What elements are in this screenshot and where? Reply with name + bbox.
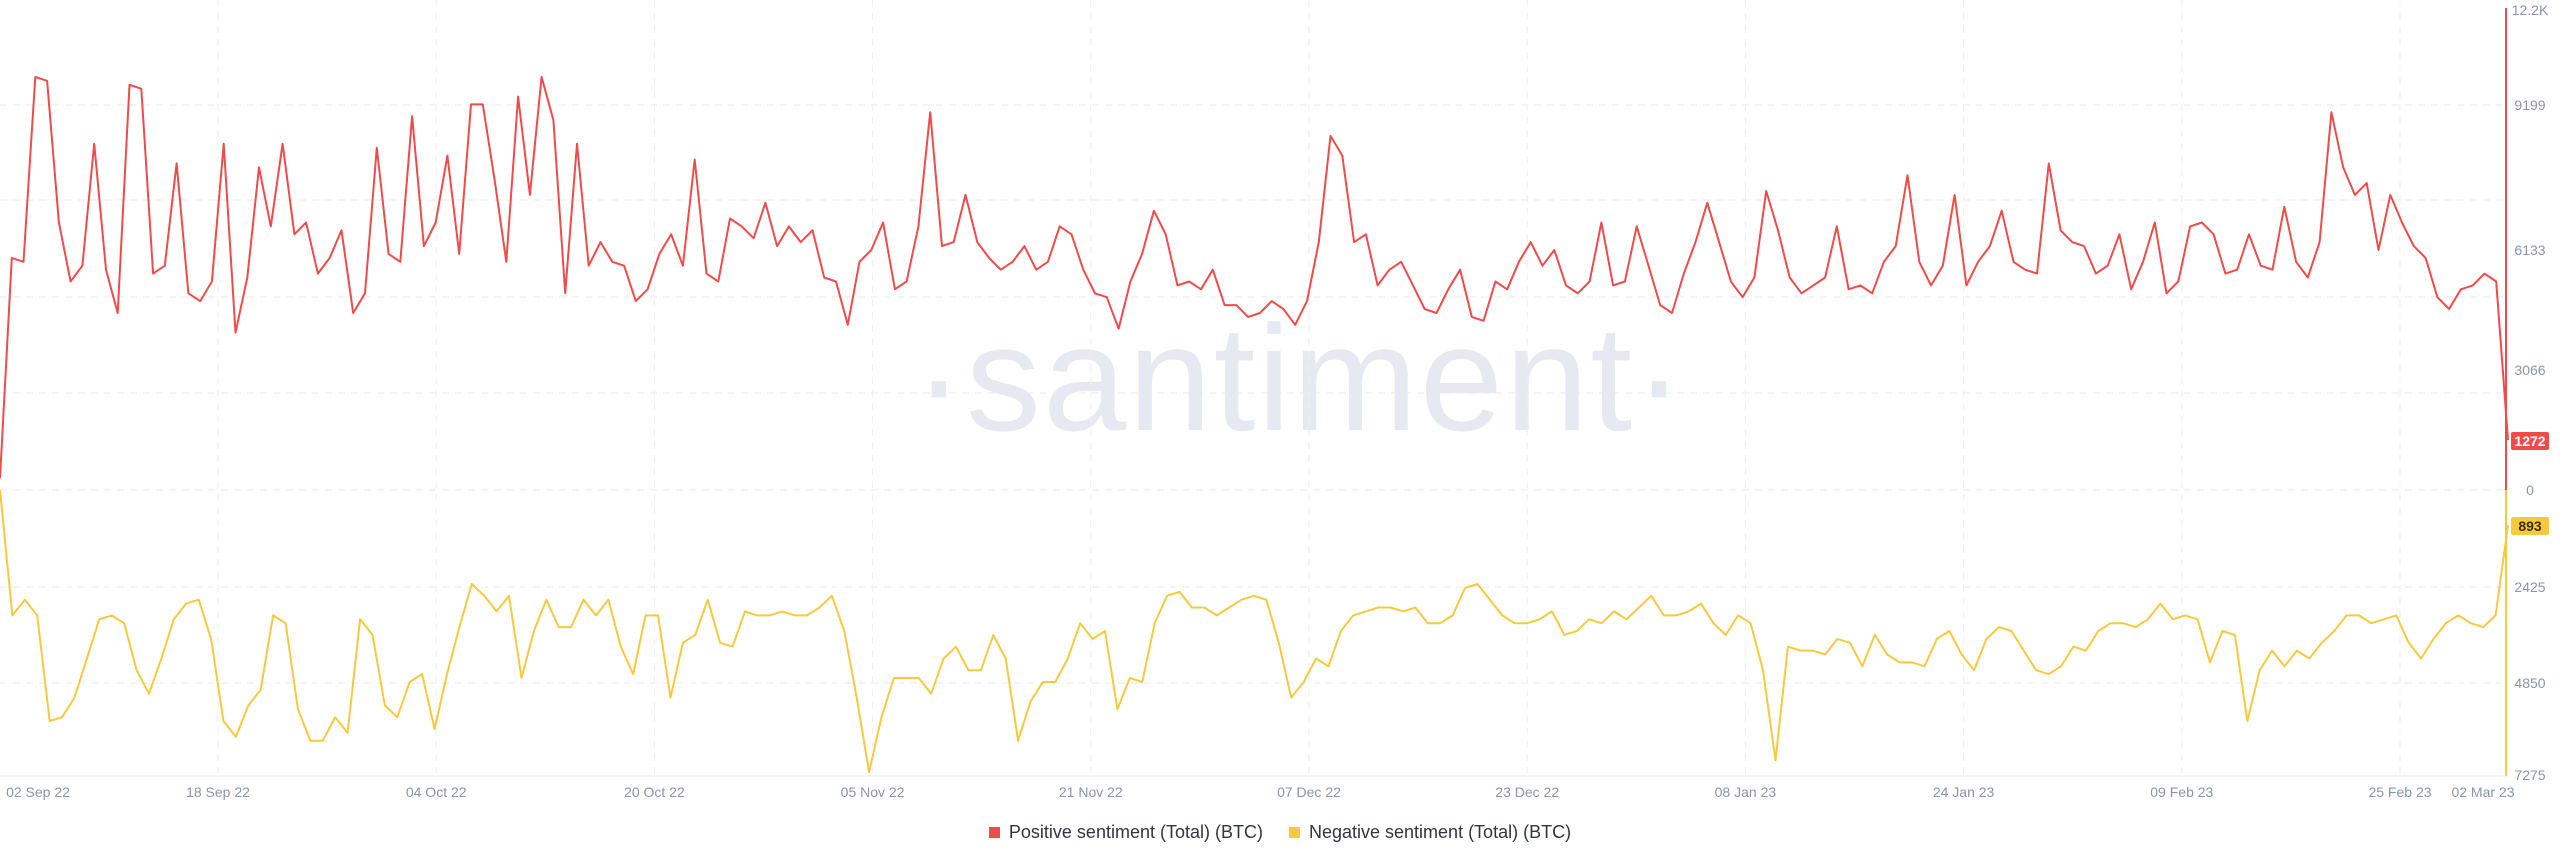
- y-tick-label-positive: 12.2K: [2512, 2, 2549, 18]
- x-tick-label: 23 Dec 22: [1495, 784, 1559, 800]
- santiment-watermark: ·santiment·: [914, 294, 1686, 462]
- x-tick-label: 20 Oct 22: [624, 784, 685, 800]
- x-tick-label: 09 Feb 23: [2150, 784, 2213, 800]
- axis-layer: 02 Sep 22 18 Sep 22 04 Oct 22 20 Oct 22 05 N…: [6, 2, 2549, 800]
- series-line-positive: [0, 75, 2509, 479]
- current-value-badge-negative: 893: [2511, 517, 2549, 535]
- x-tick-label: 21 Nov 22: [1059, 784, 1123, 800]
- x-tick-label: 07 Dec 22: [1277, 784, 1341, 800]
- series-layer: [0, 75, 2509, 774]
- legend-label-negative: Negative sentiment (Total) (BTC): [1308, 822, 1572, 842]
- legend-label-positive: Positive sentiment (Total) (BTC): [1008, 822, 1263, 842]
- chart-svg: ·santiment· 02 Sep 22 18 Sep 22 04 Oct 22 2…: [0, 0, 2549, 800]
- badge-layer: 1272 893: [2511, 432, 2549, 535]
- x-tick-label: 05 Nov 22: [841, 784, 905, 800]
- y-tick-label-negative: 2425: [2514, 579, 2545, 595]
- current-value-badge-positive-bg: [2511, 432, 2549, 450]
- x-tick-label: 24 Jan 23: [1933, 784, 1995, 800]
- series-line-negative: [0, 489, 2509, 774]
- x-tick-label: 08 Jan 23: [1715, 784, 1777, 800]
- y-tick-label-positive: 9199: [2514, 97, 2545, 113]
- legend-swatch-negative: [1288, 827, 1300, 838]
- x-tick-label: 02 Sep 22: [6, 784, 70, 800]
- legend-swatch-positive: [988, 827, 1000, 838]
- x-tick-label: 02 Mar 23: [2451, 784, 2514, 800]
- legend: Positive sentiment (Total) (BTC) Negativ…: [0, 822, 2560, 843]
- grid-layer: [0, 0, 2506, 777]
- y-tick-label-positive: 3066: [2514, 362, 2545, 378]
- y-tick-label-negative: 4850: [2514, 675, 2545, 691]
- x-tick-label: 18 Sep 22: [186, 784, 250, 800]
- current-value-badge-negative-bg: [2511, 517, 2549, 535]
- legend-item-negative[interactable]: Negative sentiment (Total) (BTC): [1288, 822, 1572, 843]
- x-tick-label: 04 Oct 22: [406, 784, 467, 800]
- legend-item-positive[interactable]: Positive sentiment (Total) (BTC): [988, 822, 1263, 843]
- current-value-badge-positive-text: 1272: [2514, 433, 2545, 449]
- y-tick-label-positive: 6133: [2514, 242, 2545, 258]
- current-value-badge-negative-text: 893: [2518, 518, 2542, 534]
- x-tick-label: 25 Feb 23: [2368, 784, 2431, 800]
- y-tick-label-positive: 0: [2526, 482, 2534, 498]
- y-tick-label-negative: 7275: [2514, 767, 2545, 783]
- current-value-badge-positive: 1272: [2511, 432, 2549, 450]
